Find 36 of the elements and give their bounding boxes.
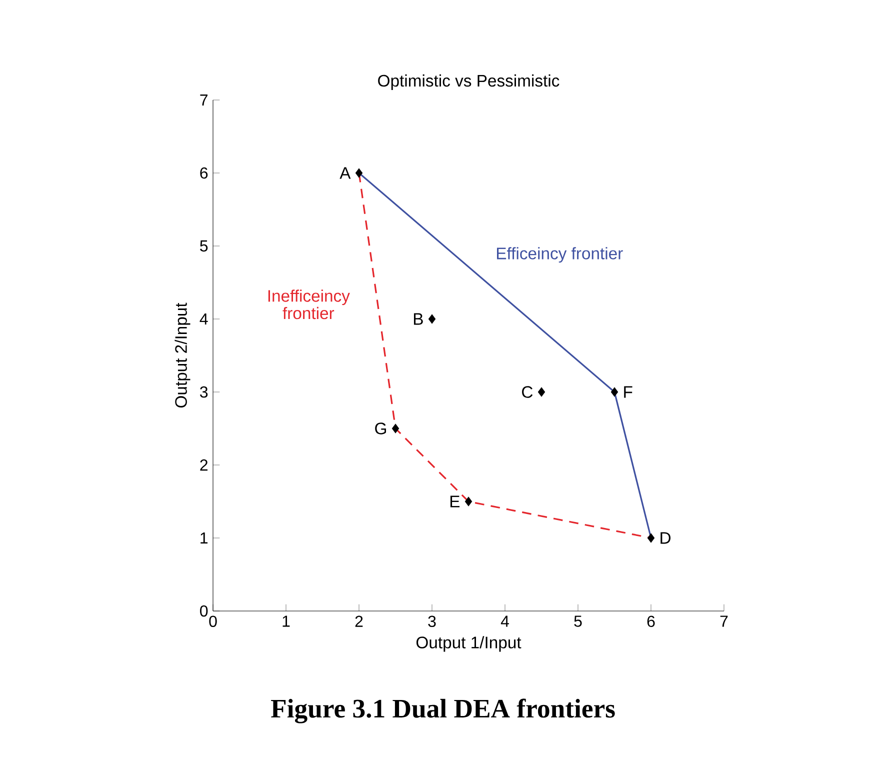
annotation: A [340,167,351,179]
x-tick-label: 4 [500,616,509,627]
y-tick-label: 4 [200,314,208,324]
x-tick-label: 0 [209,616,217,628]
x-tick-label: 5 [574,616,582,627]
y-tick-label: 2 [200,459,208,471]
y-tick-label: 5 [200,240,208,252]
point [464,496,472,506]
annotation: B [414,313,423,325]
y-tick-label: 7 [200,94,208,106]
x-tick-label: 1 [282,616,290,627]
x-tick-label: 7 [720,616,728,627]
x-axis-title: Output 1/Input [416,636,522,652]
annotation: C [522,386,533,398]
x-tick-label: 6 [647,616,655,628]
y-axis-title: Output 2/Input [174,302,190,408]
y-tick-label: 0 [200,605,208,617]
x-tick-label: 2 [355,616,363,627]
annotation: F [624,386,632,398]
y-tick-label: 1 [200,532,208,544]
point [647,533,655,543]
chart-title: Optimistic vs Pessimistic [378,74,560,90]
point [428,314,436,324]
y-tick-label: 3 [200,386,208,398]
point [392,424,400,434]
series-label: Efficeincy frontier [497,247,623,263]
point [538,387,546,397]
annotation: D [660,532,670,544]
series-label: Inefficeincy frontier [268,290,350,320]
x-tick-label: 3 [428,616,436,628]
annotation: G [375,422,386,434]
caption: Figure 3.1 Dual DEA frontiers [271,698,615,724]
point [355,168,363,178]
annotation: E [450,496,460,508]
point [610,387,618,397]
y-tick-label: 6 [200,167,208,179]
